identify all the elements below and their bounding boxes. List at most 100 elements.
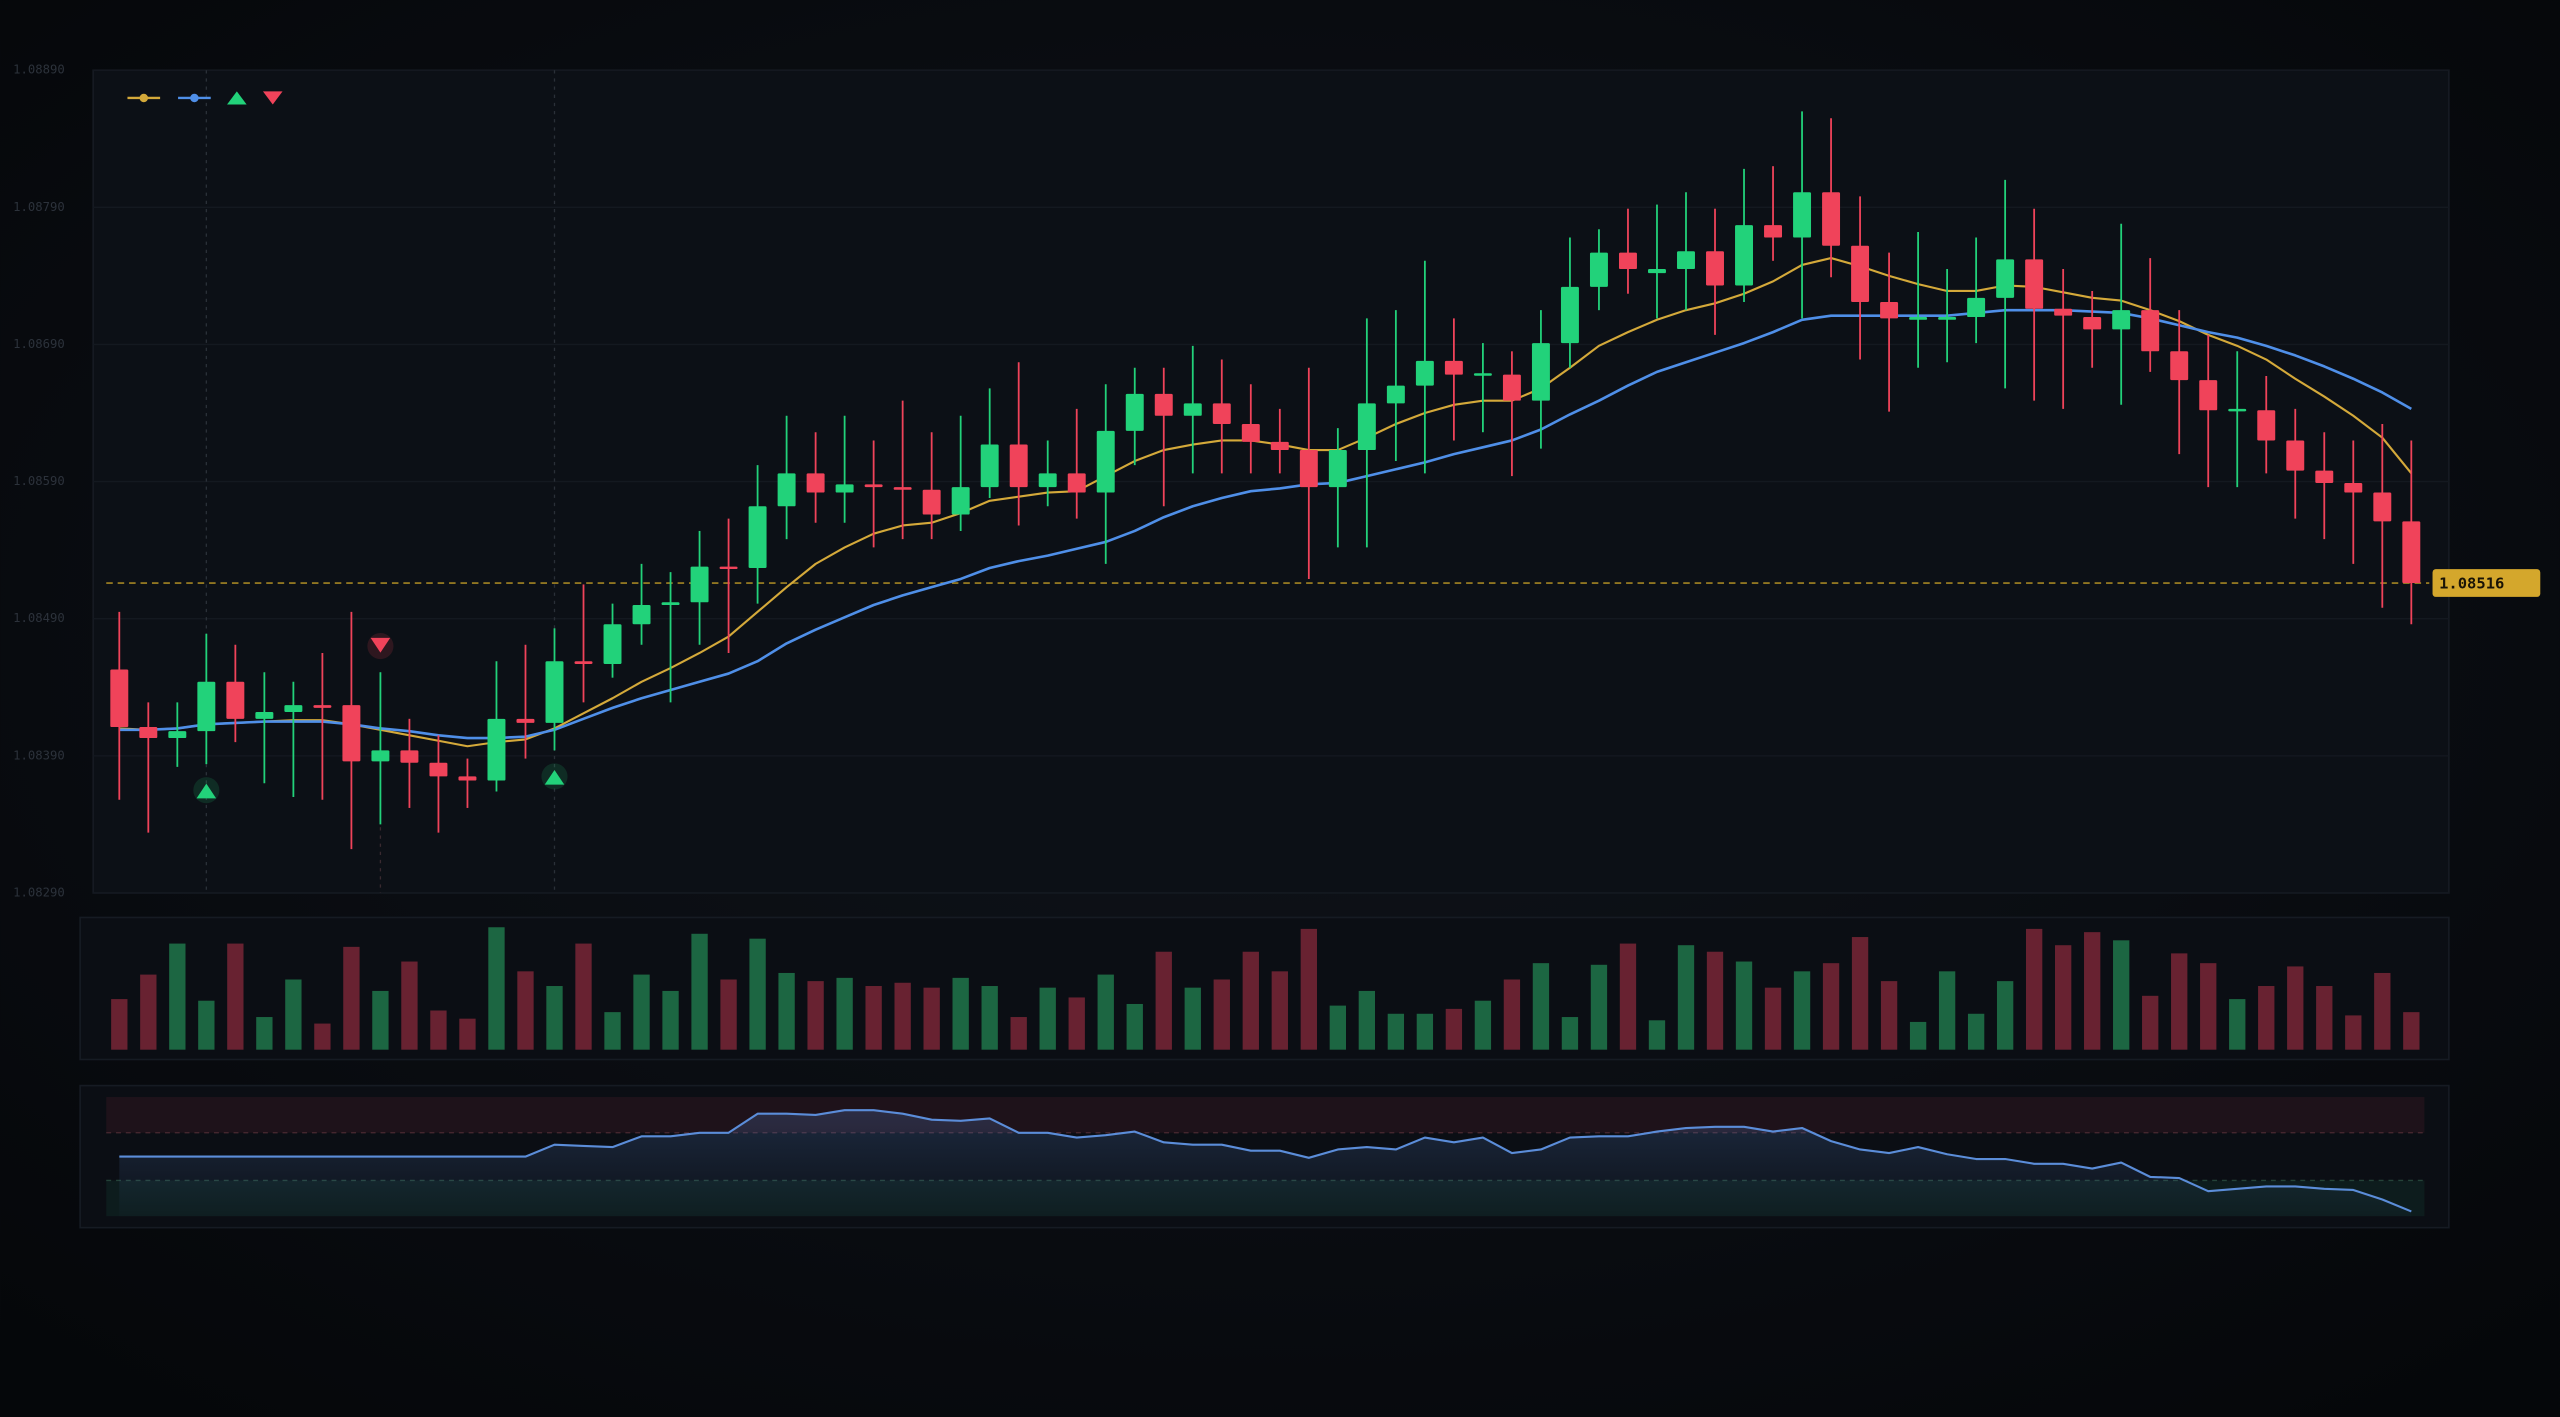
candle-body: [139, 727, 158, 739]
rsi-area: [119, 1110, 2412, 1217]
candle-body: [1096, 430, 1115, 493]
volume-bar: [488, 927, 505, 1050]
candle-body: [1154, 393, 1173, 416]
volume-bar: [662, 990, 679, 1050]
volume-bar: [1938, 971, 1956, 1050]
volume-bar: [1851, 937, 1869, 1050]
y-tick-label: 1.08590: [13, 474, 65, 488]
candle-body: [197, 681, 216, 732]
y-tick-label: 1.08790: [13, 200, 65, 214]
candle-body: [951, 487, 970, 515]
buy-signal: [196, 783, 217, 799]
volume-bar: [2200, 963, 2217, 1050]
candle-body: [2344, 482, 2363, 493]
volume-bar: [1735, 961, 1753, 1050]
legend-dot: [190, 93, 199, 103]
volume-bar: [2316, 986, 2333, 1050]
volume-bar: [1822, 963, 1840, 1050]
candle-body: [1386, 385, 1405, 404]
volume-bar: [894, 982, 911, 1050]
volume-bar: [691, 933, 708, 1050]
volume-bar: [633, 974, 650, 1050]
candle-body: [1648, 269, 1666, 274]
buy-signal: [544, 769, 565, 785]
candle-body: [2025, 259, 2044, 309]
volume-bar: [1300, 928, 1317, 1050]
volume-bar: [1126, 1003, 1143, 1050]
candle-body: [980, 444, 999, 488]
candle-body: [1764, 225, 1783, 238]
volume-bar: [169, 943, 186, 1050]
candle-body: [2228, 408, 2247, 412]
volume-bar: [198, 1000, 215, 1050]
volume-bar: [1242, 951, 1259, 1050]
candle-body: [574, 661, 593, 664]
volume-bar: [575, 943, 592, 1050]
volume-bar: [807, 981, 824, 1050]
volume-bar: [1967, 1013, 1985, 1050]
volume-bar: [1474, 1000, 1492, 1050]
volume-bar: [343, 946, 360, 1050]
candle-body: [1067, 473, 1086, 493]
candle-body: [313, 705, 332, 708]
volume-bar: [865, 986, 882, 1050]
volume-bar: [1155, 951, 1172, 1050]
volume-bar: [1068, 997, 1085, 1050]
volume-bar: [1706, 951, 1724, 1050]
volume-bar: [1677, 945, 1695, 1050]
candle-body: [1793, 192, 1812, 238]
candle-body: [255, 711, 274, 719]
candle-body: [2141, 310, 2160, 352]
candle-body: [777, 473, 796, 507]
volume-bar: [2374, 972, 2391, 1050]
candle-body: [400, 750, 419, 763]
candle-body: [1967, 297, 1986, 318]
legend-dot: [139, 93, 149, 103]
volume-bar: [256, 1017, 273, 1050]
y-tick-label: 1.08690: [13, 337, 65, 351]
legend-buy: [227, 91, 247, 105]
rsi-overbought-zone: [106, 1097, 2425, 1133]
candle-body: [168, 731, 187, 739]
candle-body: [1183, 403, 1202, 416]
volume-bar: [1590, 964, 1608, 1050]
y-tick-label: 1.08490: [13, 611, 65, 625]
candle-body: [429, 762, 448, 777]
volume-bar: [227, 943, 244, 1050]
candle-body: [1299, 450, 1318, 488]
volume-bar: [952, 977, 969, 1050]
candle-body: [545, 661, 564, 723]
volume-bar: [1793, 971, 1811, 1050]
candle-body: [1589, 252, 1608, 287]
candle-body: [1473, 373, 1492, 376]
volume-bar: [1039, 987, 1056, 1050]
volume-bar: [1880, 981, 1898, 1050]
candle-body: [922, 489, 941, 515]
candle-body: [893, 487, 912, 490]
sell-signal: [370, 637, 391, 653]
candle-body: [1851, 245, 1870, 302]
candle-body: [1938, 317, 1957, 320]
volume-bar: [720, 979, 737, 1050]
volume-bar: [2025, 928, 2043, 1050]
candle-body: [690, 566, 709, 603]
volume-bar: [401, 961, 418, 1050]
candle-body: [1531, 343, 1550, 401]
volume-bar: [604, 1012, 621, 1050]
volume-bar: [459, 1018, 476, 1050]
volume-bar: [1271, 971, 1288, 1050]
candle-body: [516, 718, 535, 723]
candle-body: [748, 506, 767, 568]
volume-bar: [2229, 999, 2246, 1050]
candle-body: [603, 624, 622, 664]
candle-body: [1996, 259, 2015, 298]
candle-body: [1038, 473, 1057, 488]
candle-body: [2083, 317, 2102, 330]
y-tick-label: 1.08290: [13, 885, 65, 899]
candle-body: [2315, 470, 2334, 483]
candle-body: [632, 605, 651, 625]
volume-bar: [923, 987, 940, 1050]
candle-body: [864, 484, 883, 488]
candle-body: [1822, 192, 1841, 246]
